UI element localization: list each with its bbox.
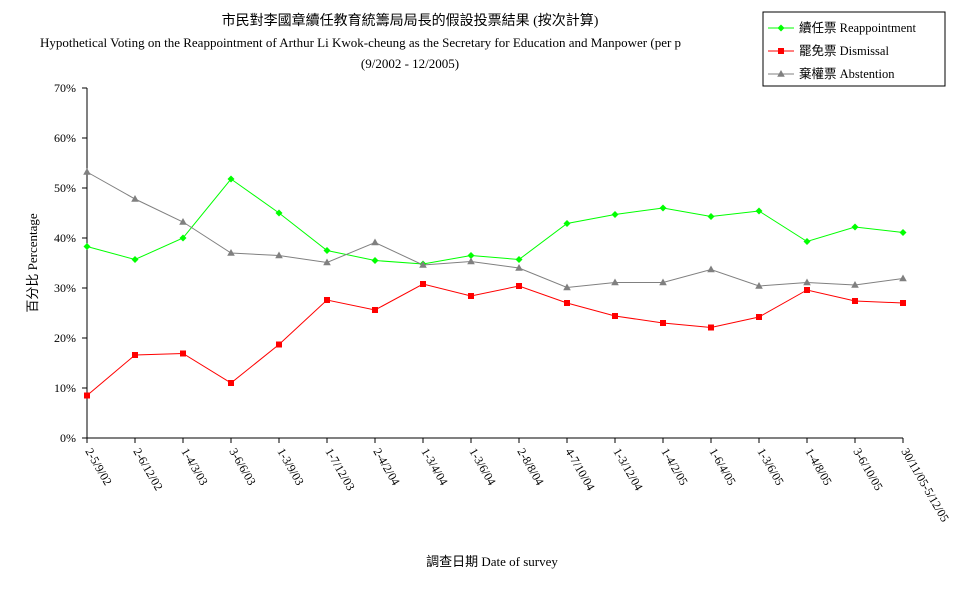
y-tick-label: 10% — [54, 381, 76, 395]
data-point — [899, 229, 907, 236]
x-tick-label: 3-6/6/03 — [226, 446, 258, 488]
data-point — [563, 283, 571, 291]
data-point — [275, 209, 283, 217]
data-point — [131, 195, 139, 202]
x-tick-label: 1-3/12/04 — [610, 446, 645, 493]
data-point — [83, 168, 91, 175]
y-axis-label: 百分比 Percentage — [25, 213, 40, 313]
data-point — [227, 249, 235, 256]
x-tick-label: 30/11/05-5/12/05 — [898, 446, 952, 525]
data-point — [323, 247, 331, 254]
x-tick-label: 1-4/2/05 — [658, 446, 690, 488]
legend-label: 續任票 Reappointment — [799, 20, 917, 35]
legend-label: 罷免票 Dismissal — [799, 43, 889, 58]
data-point — [467, 257, 475, 265]
data-point — [804, 287, 810, 293]
data-point — [179, 218, 187, 225]
data-point — [131, 256, 139, 263]
data-point — [132, 352, 138, 358]
y-tick-label: 40% — [54, 231, 76, 245]
series-line — [86, 171, 904, 289]
x-tick-label: 2-4/2/04 — [370, 446, 402, 488]
plot-area: 0% 10% 20% 30% 40% 50% 60% 70% 2-5/9/02 2-6/12/02… — [54, 81, 952, 524]
data-point — [708, 324, 714, 331]
data-point — [851, 223, 859, 231]
data-point — [611, 278, 619, 286]
x-tick-label: 1-3/9/03 — [274, 446, 306, 488]
data-point — [275, 251, 283, 259]
data-point — [755, 207, 763, 215]
x-axis-label: 調查日期 Date of survey — [426, 554, 558, 569]
data-point — [180, 350, 186, 357]
data-point — [372, 307, 378, 313]
x-tick-label: 1-6/4/05 — [706, 446, 738, 488]
x-tick-label: 2-6/12/02 — [130, 446, 165, 493]
series-line — [86, 178, 904, 265]
data-point — [611, 211, 619, 218]
x-tick-label: 1-3/4/04 — [418, 446, 450, 488]
series-line — [86, 283, 904, 396]
data-point — [659, 278, 667, 286]
data-point — [803, 278, 811, 286]
data-point — [659, 204, 667, 212]
data-point — [515, 256, 523, 263]
legend-marker — [777, 70, 785, 77]
chart-title: 市民對李國章續任教育統籌局局長的假設投票結果 (按次計算) — [222, 12, 599, 29]
data-point — [755, 282, 763, 289]
data-point — [84, 392, 90, 399]
data-point — [564, 300, 570, 306]
x-tick-label: 2-5/9/02 — [82, 446, 114, 488]
data-point — [323, 258, 331, 266]
data-point — [851, 281, 859, 288]
data-point — [707, 265, 715, 273]
legend-marker — [777, 24, 785, 32]
data-point — [83, 243, 91, 250]
data-point — [803, 238, 811, 245]
data-point — [228, 380, 234, 386]
y-tick-label: 50% — [54, 181, 76, 195]
data-point — [516, 283, 522, 289]
data-point — [227, 175, 235, 183]
data-point — [324, 297, 330, 303]
data-point — [707, 213, 715, 220]
x-tick-label: 1-4/8/05 — [802, 446, 834, 488]
legend-marker — [778, 48, 784, 54]
chart-period: (9/2002 - 12/2005) — [361, 56, 459, 71]
y-tick-label: 30% — [54, 281, 76, 295]
data-point — [371, 257, 379, 264]
y-tick-label: 0% — [60, 431, 76, 445]
data-point — [899, 274, 907, 282]
data-point — [276, 341, 282, 348]
data-point — [612, 313, 618, 319]
legend-label: 棄權票 Abstention — [799, 66, 895, 81]
data-point — [179, 234, 187, 242]
x-tick-label: 1-3/6/05 — [754, 446, 786, 488]
data-point — [660, 320, 666, 326]
x-tick-label: 4-7/10/04 — [562, 446, 597, 493]
y-tick-label: 20% — [54, 331, 76, 345]
data-point — [563, 220, 571, 227]
x-tick-label: 1-7/12/03 — [322, 446, 357, 493]
data-point — [515, 264, 523, 271]
data-point — [371, 238, 379, 246]
x-tick-label: 1-4/3/03 — [178, 446, 210, 488]
x-tick-label: 1-3/6/04 — [466, 446, 498, 488]
y-tick-label: 60% — [54, 131, 76, 145]
data-point — [420, 281, 426, 287]
data-point — [852, 298, 858, 304]
y-tick-label: 70% — [54, 81, 76, 95]
x-tick-label: 3-6/10/05 — [850, 446, 885, 493]
data-point — [468, 293, 474, 299]
data-point — [756, 314, 762, 320]
data-point — [419, 261, 427, 268]
x-tick-label: 2-8/8/04 — [514, 446, 546, 488]
data-point — [900, 300, 906, 306]
legend: 續任票 Reappointment 罷免票 Dismissal 棄權票 Absten… — [762, 11, 946, 87]
chart-subtitle: Hypothetical Voting on the Reappointment… — [40, 35, 681, 50]
data-point — [467, 252, 475, 259]
